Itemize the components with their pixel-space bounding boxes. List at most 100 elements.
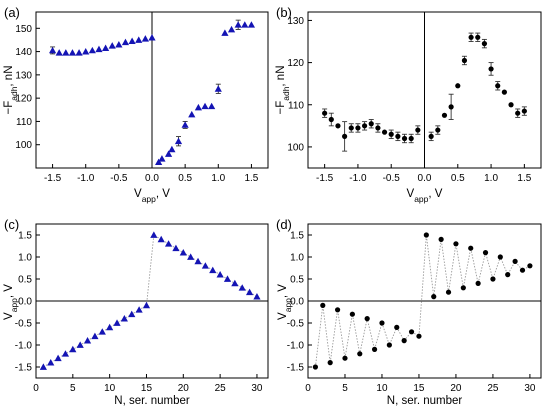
data-point-d — [460, 285, 466, 291]
panel-a: -1.5 -1.0 -0.5 0.0 0.5 1.0 1.5 100 110 120 130 140 1… — [3, 5, 269, 204]
y-tick-label-a: 100 — [15, 140, 32, 151]
y-tick-label-d: 0.0 — [290, 297, 304, 308]
data-point-d — [527, 263, 533, 269]
data-point-a — [234, 21, 242, 28]
data-point-b — [415, 127, 421, 133]
y-axis-label-a: −Fadh, nN — [3, 65, 19, 114]
data-point-d — [320, 302, 326, 308]
y-tick-label-c: 0.0 — [18, 297, 32, 308]
x-axis-label-b: Vapp, V — [407, 188, 443, 204]
y-tick-label-b: 120 — [287, 58, 304, 69]
data-point-c — [172, 244, 180, 252]
y-tick-label-a: 110 — [16, 117, 32, 128]
data-point-b — [441, 112, 448, 118]
data-point-d — [334, 307, 341, 313]
x-tick-label-b: -1.5 — [316, 173, 334, 184]
data-point-a — [95, 45, 103, 53]
y-tick-label-d: -1.0 — [287, 341, 305, 352]
data-point-c — [128, 310, 136, 318]
x-axis-label-d: N, ser. number — [387, 395, 463, 407]
data-point-a — [227, 25, 236, 33]
data-point-b — [388, 131, 394, 137]
x-tick-label-b: 1.0 — [484, 173, 498, 184]
data-point-c — [120, 315, 128, 322]
data-point-b — [475, 34, 481, 40]
data-point-d — [497, 254, 503, 260]
data-point-c — [194, 257, 202, 265]
data-point-a — [158, 155, 166, 162]
data-point-c — [135, 306, 143, 313]
data-point-c — [69, 345, 77, 353]
data-point-a — [102, 44, 110, 51]
y-tick-label-d: 1.5 — [290, 231, 304, 242]
data-point-b — [322, 110, 328, 116]
data-point-a — [214, 85, 222, 92]
data-point-d — [505, 272, 511, 278]
data-point-b — [342, 133, 348, 139]
data-point-b — [361, 123, 368, 129]
data-point-d — [438, 236, 444, 242]
data-point-a — [62, 49, 70, 56]
y-tick-label-c: 1.5 — [18, 231, 32, 242]
x-tick-label-c: 30 — [251, 383, 263, 394]
data-point-a — [168, 145, 176, 153]
x-axis-label-d-base: N, ser. number — [387, 395, 463, 407]
x-tick-label-c: 15 — [141, 383, 153, 394]
data-point-d — [475, 280, 481, 286]
x-axis-label-a-base: V — [134, 188, 142, 200]
x-tick-label-d: 20 — [450, 383, 462, 394]
x-axis-label-a: Vapp, V — [134, 188, 170, 204]
y-axis-label-d-rest: , V — [277, 284, 289, 298]
x-axis-label-c-base: N, ser. number — [114, 395, 190, 407]
x-axis-label-b-rest: , V — [428, 188, 442, 200]
data-point-a — [135, 36, 143, 43]
x-axis-label-a-subscript: app — [142, 194, 156, 204]
data-point-b — [515, 110, 521, 116]
x-axis-label-b-subscript: app — [414, 194, 428, 204]
data-point-c — [98, 328, 106, 335]
data-point-d — [401, 338, 407, 344]
data-point-c — [106, 323, 114, 331]
panel-c: 0 5 10 15 20 25 30 -1.5 -1.0 -0.5 0.0 0.5 1.0 1.5(c) N… — [3, 217, 269, 407]
panel-b: -1.5 -1.0 -0.5 0.0 0.5 1.0 1.5 100 110 120 130(b) V… — [275, 5, 542, 204]
y-tick-label-b: 110 — [288, 100, 304, 111]
data-point-a — [128, 37, 136, 44]
data-point-a — [181, 121, 189, 128]
data-point-a — [68, 49, 77, 56]
y-tick-label-a: 120 — [15, 94, 32, 105]
data-point-c — [157, 235, 165, 243]
data-point-a — [208, 102, 216, 110]
data-point-d — [445, 289, 452, 295]
data-point-c — [76, 341, 84, 348]
y-axis-label-c-base: V — [3, 312, 15, 320]
data-point-a — [75, 49, 83, 56]
data-point-b — [501, 89, 507, 95]
panel-d: 0 5 10 15 20 25 30 -1.5 -1.0 -0.5 0.0 0.5 1.0 1.5(d) N… — [276, 217, 542, 407]
data-point-c — [201, 262, 209, 269]
y-tick-label-c: -1.5 — [15, 363, 33, 374]
data-point-a — [48, 46, 57, 54]
data-point-b — [495, 83, 501, 89]
data-point-a — [108, 42, 116, 49]
data-point-b — [401, 135, 408, 142]
data-point-c — [39, 363, 47, 370]
data-point-c — [61, 350, 70, 357]
data-point-b — [381, 129, 388, 135]
data-point-d — [490, 276, 496, 282]
y-tick-label-b: 100 — [287, 142, 304, 153]
y-tick-label-c: 0.5 — [18, 275, 32, 286]
data-point-a — [241, 21, 249, 28]
data-point-c — [209, 266, 217, 274]
x-tick-label-b: 0.0 — [418, 173, 432, 184]
y-axis-label-d: Vapp, V — [277, 284, 293, 320]
data-point-d — [394, 324, 400, 330]
data-point-b — [455, 83, 461, 89]
y-tick-label-d: -0.5 — [287, 319, 305, 330]
data-point-d — [386, 342, 392, 348]
data-point-c — [54, 354, 62, 362]
data-point-b — [435, 127, 441, 133]
y-tick-label-c: -0.5 — [15, 319, 33, 330]
data-point-b — [461, 57, 468, 64]
data-point-b — [521, 108, 527, 114]
